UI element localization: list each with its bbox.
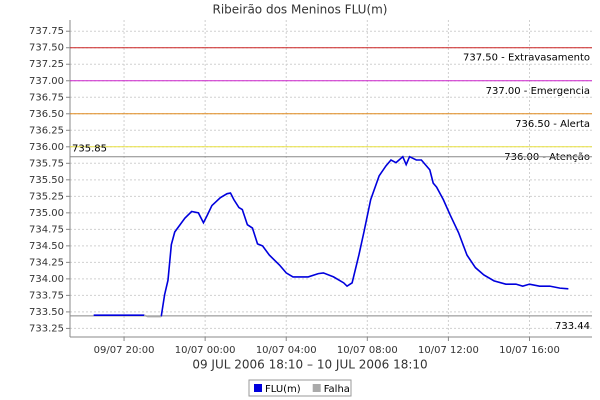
- y-tick-label: 737.00: [29, 76, 64, 87]
- max-label: 735.85: [72, 144, 107, 155]
- y-tick-label: 734.25: [29, 257, 64, 268]
- chart-title: Ribeirão dos Meninos FLU(m): [213, 3, 388, 17]
- legend-swatch: [312, 384, 321, 392]
- threshold-label: 737.50 - Extravasamento: [463, 53, 590, 64]
- y-tick-label: 735.50: [29, 175, 64, 186]
- x-tick-label: 10/07 12:00: [418, 345, 479, 356]
- y-tick-label: 736.50: [29, 109, 64, 120]
- x-tick-label: 10/07 00:00: [175, 345, 236, 356]
- y-tick-label: 736.75: [29, 92, 64, 103]
- threshold-label: 737.00 - Emergencia: [486, 86, 590, 97]
- x-tick-label: 10/07 16:00: [499, 345, 560, 356]
- y-tick-label: 734.75: [29, 224, 64, 235]
- threshold-label: 736.00 - Atenção: [504, 152, 590, 163]
- legend-box: [248, 379, 352, 397]
- threshold-label: 736.50 - Alerta: [515, 119, 590, 130]
- legend-label: Falha: [324, 384, 350, 395]
- y-tick-label: 737.50: [29, 43, 64, 54]
- x-tick-label: 10/07 04:00: [256, 345, 317, 356]
- series-line: [93, 155, 569, 317]
- y-tick-label: 733.75: [29, 290, 64, 301]
- y-tick-label: 734.50: [29, 241, 64, 252]
- x-axis-label: 09 JUL 2006 18:10 – 10 JUL 2006 18:10: [192, 358, 427, 372]
- y-tick-label: 735.25: [29, 191, 64, 202]
- y-tick-label: 736.00: [29, 142, 64, 153]
- y-tick-label: 735.75: [29, 158, 64, 169]
- legend-swatch: [254, 384, 262, 392]
- x-tick-label: 09/07 20:00: [94, 345, 155, 356]
- y-tick-label: 733.50: [29, 307, 64, 318]
- x-tick-label: 10/07 08:00: [337, 345, 398, 356]
- series-line: [144, 314, 162, 318]
- min-label: 733.44: [555, 321, 590, 332]
- y-tick-label: 735.00: [29, 208, 64, 219]
- y-tick-label: 737.75: [29, 26, 64, 37]
- y-tick-label: 734.00: [29, 274, 64, 285]
- y-tick-label: 737.25: [29, 59, 64, 70]
- legend-label: FLU(m): [265, 384, 301, 395]
- y-tick-label: 733.25: [29, 323, 64, 334]
- y-tick-label: 736.25: [29, 125, 64, 136]
